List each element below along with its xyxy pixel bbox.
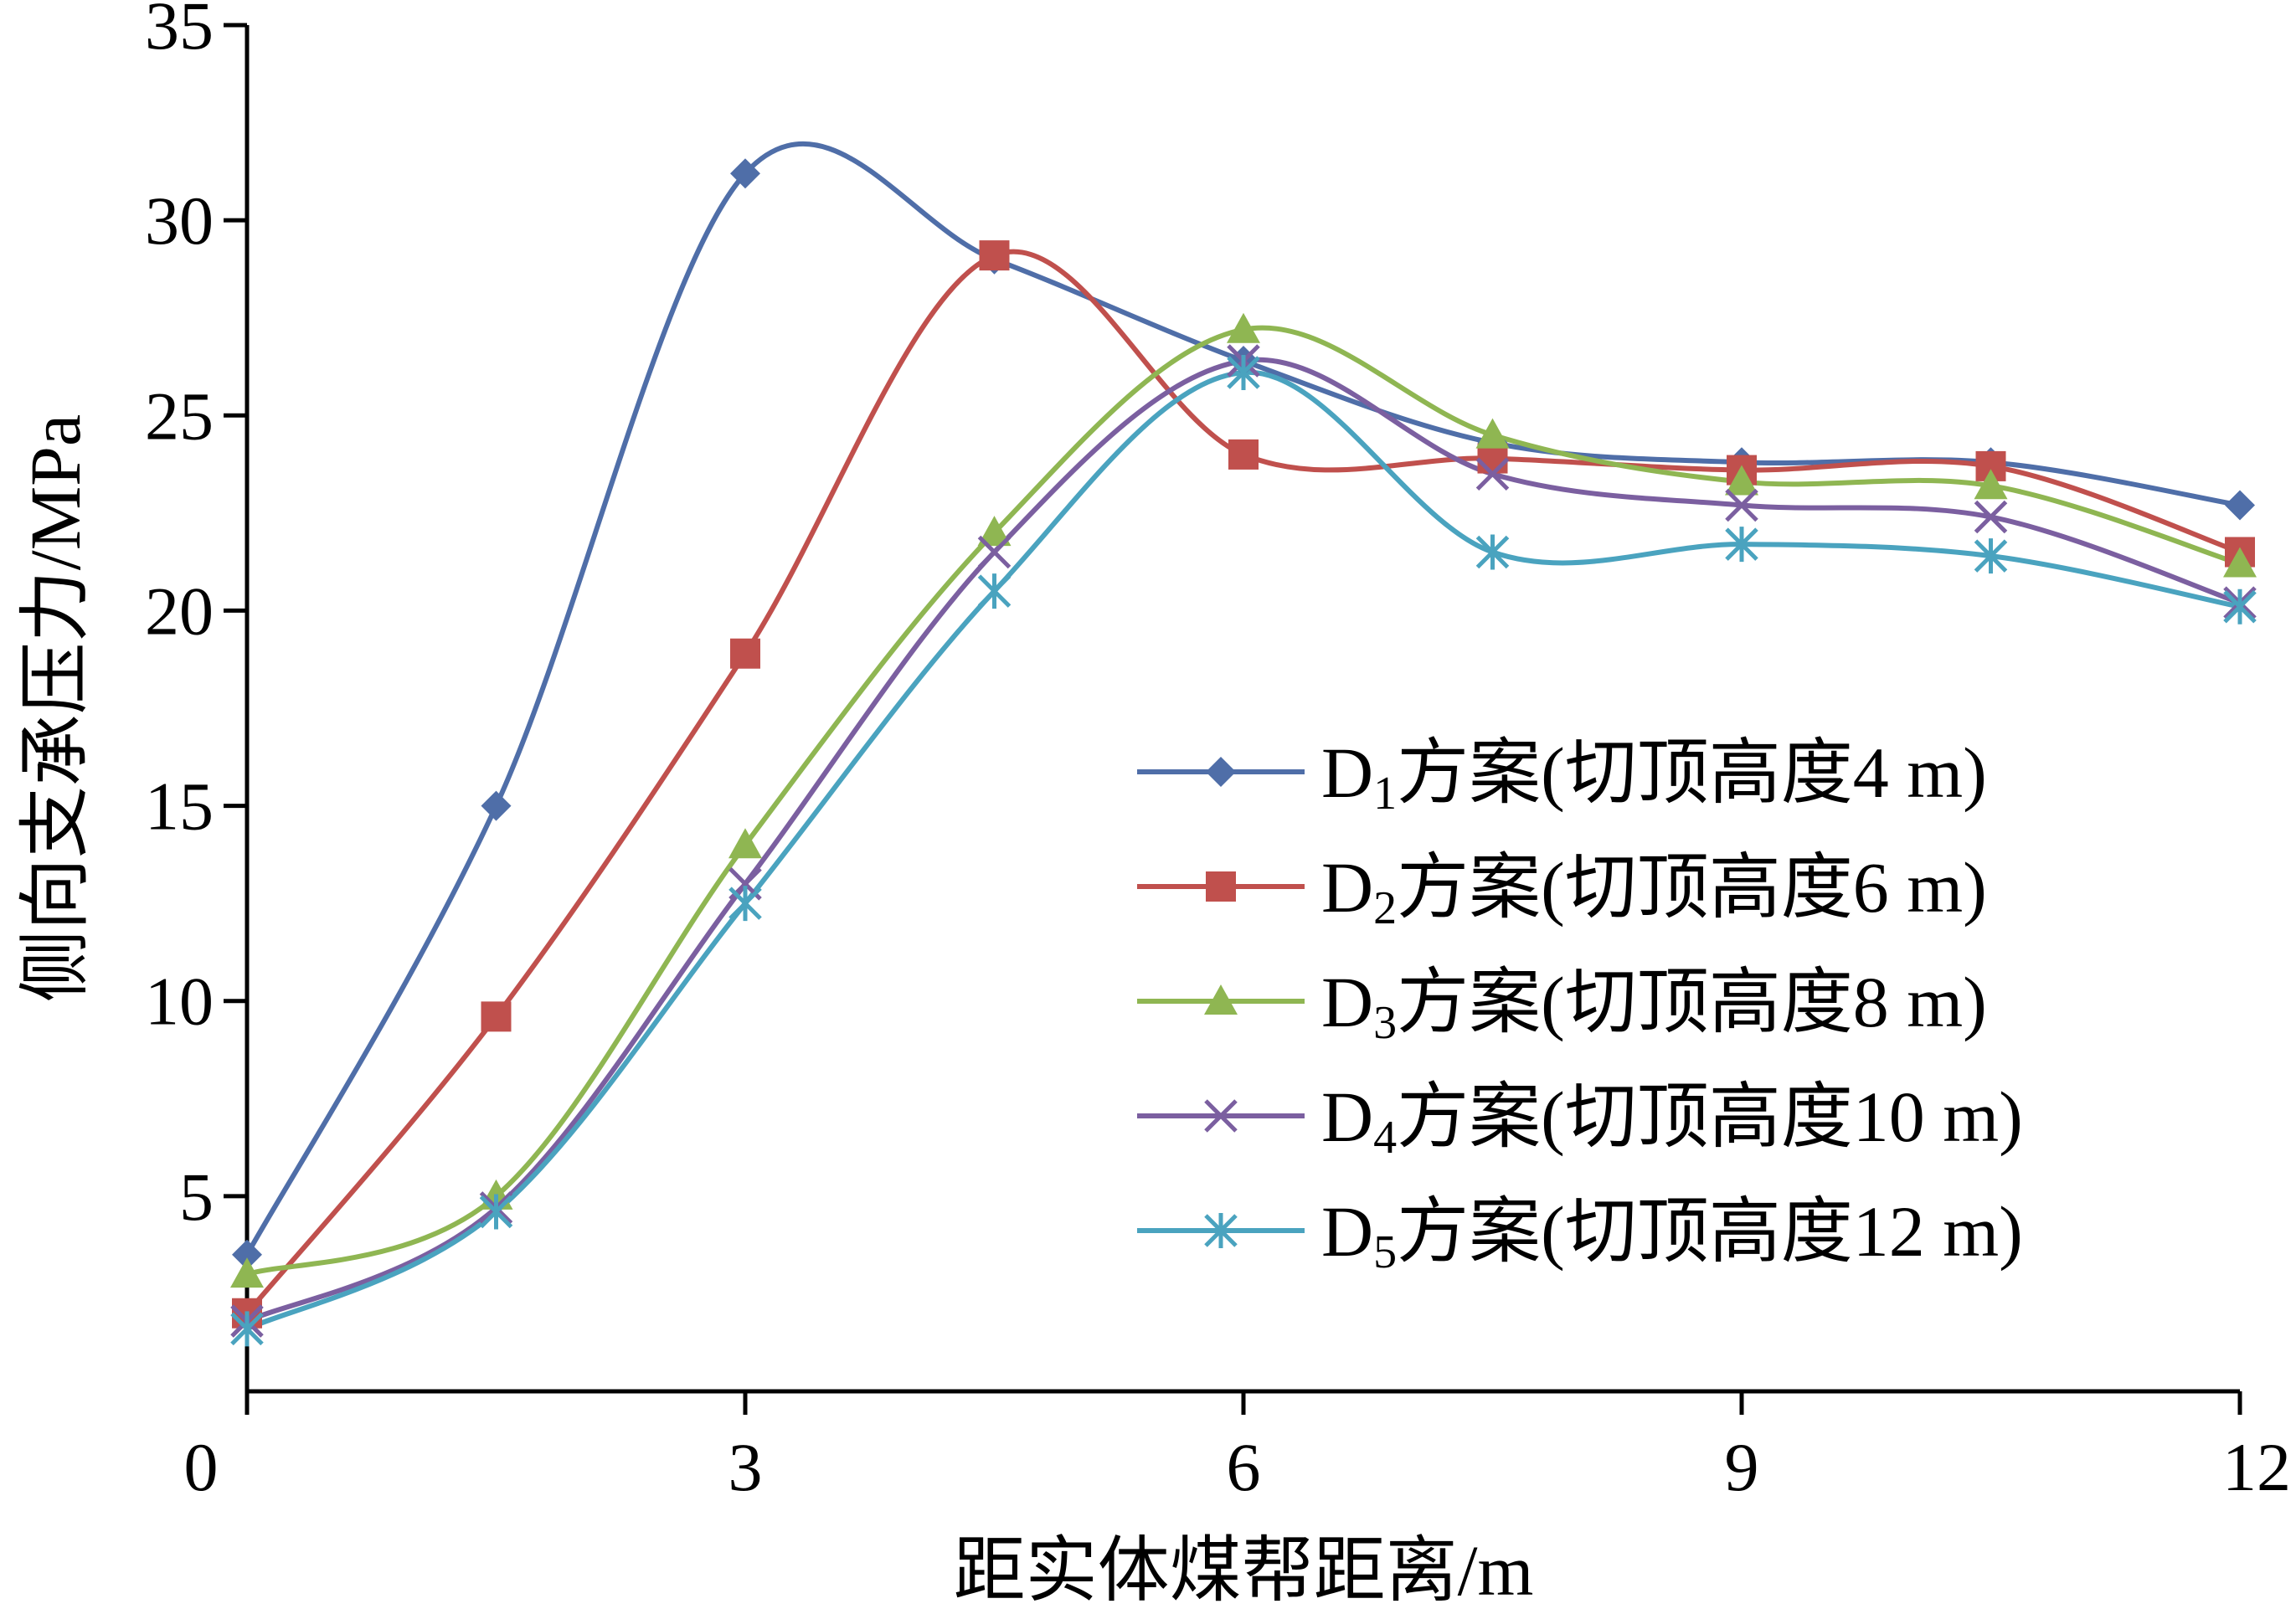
data-point-d3 xyxy=(1227,312,1260,343)
data-point-d4 xyxy=(1475,457,1510,491)
data-point-d3 xyxy=(1725,465,1758,496)
x-tick-label: 3 xyxy=(728,1429,763,1505)
legend-label-d2: D2方案(切顶高度6 m) xyxy=(1321,847,1987,934)
data-point-d2 xyxy=(1228,439,1259,470)
data-point-d5 xyxy=(230,1311,264,1347)
series-line-d4 xyxy=(245,357,2241,1324)
series-markers xyxy=(230,158,2257,1347)
data-point-d3 xyxy=(2223,547,2257,578)
data-point-d2 xyxy=(730,638,760,669)
data-point-d5 xyxy=(977,573,1012,609)
data-point-d1 xyxy=(481,790,512,821)
legend-marker-d5 xyxy=(1204,1213,1238,1248)
data-point-d5 xyxy=(1725,527,1758,563)
legend-marker-d1 xyxy=(1206,757,1236,787)
series-line-d3 xyxy=(246,325,2241,1277)
data-point-d3 xyxy=(1974,469,2008,500)
data-point-d1 xyxy=(730,158,760,189)
data-point-d1 xyxy=(232,1239,262,1270)
data-point-d3 xyxy=(230,1257,264,1288)
y-tick-label: 25 xyxy=(145,378,214,454)
legend-label-d3: D3方案(切顶高度8 m) xyxy=(1321,962,1987,1049)
data-point-d5 xyxy=(1475,534,1510,570)
x-axis-title: 距实体煤帮距离/m xyxy=(954,1530,1534,1611)
y-tick-label: 5 xyxy=(179,1159,214,1235)
series-line-d5 xyxy=(245,369,2241,1332)
y-tick-label: 10 xyxy=(145,964,214,1040)
legend-marker-d2 xyxy=(1206,871,1236,902)
x-tick-label: 12 xyxy=(2222,1429,2291,1505)
legend-label-d5: D5方案(切顶高度12 m) xyxy=(1321,1191,2023,1278)
x-tick-label: 9 xyxy=(1725,1429,1759,1505)
x-tick-label: 0 xyxy=(184,1429,219,1505)
series-lines xyxy=(245,141,2241,1332)
data-point-d4 xyxy=(977,535,1012,569)
data-point-d2 xyxy=(979,240,1010,271)
x-tick-label: 6 xyxy=(1227,1429,1261,1505)
y-tick-label: 35 xyxy=(145,0,214,64)
data-point-d4 xyxy=(1974,500,2008,534)
y-tick-label: 20 xyxy=(145,573,214,649)
legend-marker-d3 xyxy=(1204,984,1238,1015)
data-point-d2 xyxy=(481,1001,512,1032)
legend-label-d1: D1方案(切顶高度4 m) xyxy=(1321,732,1987,820)
data-point-d5 xyxy=(479,1194,513,1230)
legend-marker-d4 xyxy=(1204,1099,1238,1133)
data-point-d5 xyxy=(2223,589,2257,625)
legend-label-d4: D4方案(切顶高度10 m) xyxy=(1321,1077,2023,1164)
series-line-d1 xyxy=(245,141,2241,1257)
data-point-d5 xyxy=(728,886,762,922)
data-point-d3 xyxy=(728,828,762,859)
y-tick-label: 15 xyxy=(145,768,214,845)
y-tick-label: 30 xyxy=(145,182,214,259)
data-point-d5 xyxy=(1974,538,2008,574)
y-axis-title: 侧向支承压力/MPa xyxy=(15,414,95,1002)
series-line-d2 xyxy=(245,249,2241,1315)
data-point-d1 xyxy=(2225,490,2255,521)
legend: D1方案(切顶高度4 m) D2方案(切顶高度6 m) D3方案(切顶高度8 m) D… xyxy=(1137,732,2023,1278)
data-point-d3 xyxy=(1475,418,1510,449)
data-point-d4 xyxy=(1725,488,1758,522)
data-point-d5 xyxy=(1227,354,1260,390)
data-point-d3 xyxy=(977,516,1012,547)
axes: 5 10 15 20 25 30 35 0 3 6 9 12 距实体煤帮距离/m 侧向支承压力/MPa xyxy=(15,0,2291,1611)
